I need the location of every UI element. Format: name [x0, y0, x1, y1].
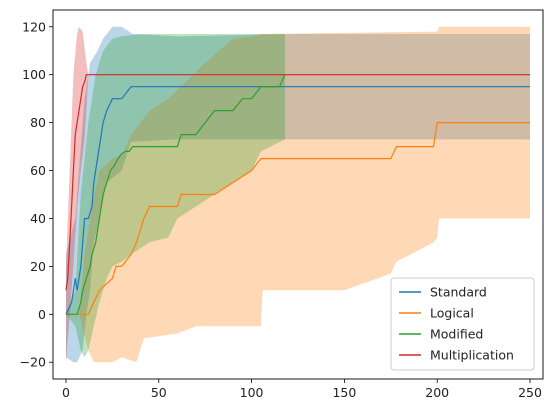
y-tick-label: 80	[30, 115, 46, 130]
series-line-logical	[66, 121, 530, 315]
y-tick-label: 100	[22, 67, 46, 82]
band-standard	[66, 26, 530, 363]
legend-label-logical: Logical	[430, 306, 474, 321]
y-tick-label: −20	[20, 355, 46, 370]
confidence-bands	[66, 26, 530, 363]
x-tick-label: 100	[240, 385, 264, 400]
legend-label-standard: Standard	[430, 285, 487, 300]
legend-label-modified: Modified	[430, 327, 483, 342]
x-tick-label: 200	[425, 385, 449, 400]
x-tick-label: 0	[62, 385, 70, 400]
y-axis: −20 0 20 40 60 80 100 120	[20, 19, 53, 370]
y-tick-label: 0	[38, 307, 46, 322]
y-tick-label: 40	[30, 211, 46, 226]
x-tick-label: 150	[332, 385, 356, 400]
x-axis: 0 50 100 150 200 250	[62, 379, 542, 400]
band-modified	[66, 34, 285, 358]
series-line-modified	[66, 74, 286, 315]
legend-box	[390, 277, 535, 371]
series-line-multiplication	[65, 74, 530, 291]
y-tick-label: 20	[30, 259, 46, 274]
x-tick-label: 50	[151, 385, 167, 400]
series-lines	[65, 74, 530, 315]
series-line-standard	[65, 86, 530, 315]
legend: Standard Logical Modified Multiplication	[390, 277, 535, 371]
legend-label-multiplication: Multiplication	[430, 348, 514, 363]
band-logical	[66, 26, 530, 363]
y-tick-label: 120	[22, 19, 46, 34]
x-tick-label: 250	[518, 385, 542, 400]
plot-frame	[52, 9, 544, 380]
y-tick-label: 60	[30, 163, 46, 178]
band-multiplication	[66, 26, 89, 363]
